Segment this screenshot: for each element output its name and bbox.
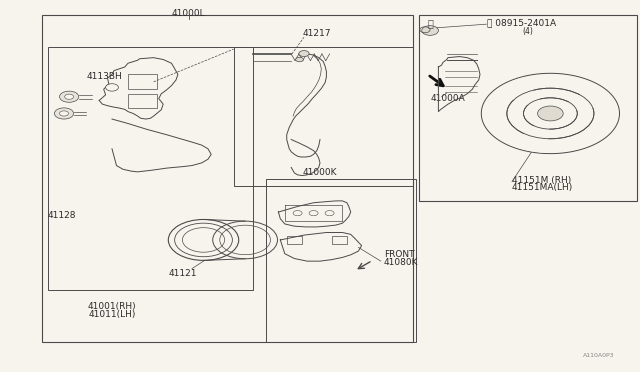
- Polygon shape: [509, 113, 550, 153]
- Circle shape: [538, 106, 563, 121]
- Text: 41151M (RH): 41151M (RH): [512, 176, 572, 185]
- Circle shape: [422, 26, 438, 35]
- Text: 41000K: 41000K: [303, 169, 337, 177]
- Text: 41080K: 41080K: [384, 258, 419, 267]
- Text: 41128: 41128: [48, 211, 77, 220]
- Circle shape: [293, 211, 302, 216]
- Text: A110A0P3: A110A0P3: [583, 353, 614, 358]
- Circle shape: [524, 98, 577, 129]
- Text: FRONT: FRONT: [384, 250, 415, 259]
- Circle shape: [54, 108, 74, 119]
- Text: 41001(RH): 41001(RH): [88, 302, 136, 311]
- Polygon shape: [128, 94, 157, 108]
- Polygon shape: [493, 77, 550, 113]
- Text: ⓦ 08915-2401A: ⓦ 08915-2401A: [487, 19, 556, 28]
- Text: 41217: 41217: [303, 29, 331, 38]
- Text: 41000A: 41000A: [430, 94, 465, 103]
- Circle shape: [60, 111, 68, 116]
- Text: 41000L: 41000L: [172, 9, 205, 17]
- Text: 4113BH: 4113BH: [86, 72, 122, 81]
- Text: 41121: 41121: [168, 269, 196, 278]
- Polygon shape: [128, 74, 157, 89]
- Circle shape: [296, 57, 303, 62]
- Circle shape: [106, 84, 118, 91]
- Circle shape: [507, 88, 594, 139]
- Text: (4): (4): [523, 27, 533, 36]
- Circle shape: [60, 91, 79, 102]
- Polygon shape: [550, 84, 616, 113]
- Circle shape: [299, 51, 309, 57]
- Text: ⓦ: ⓦ: [427, 18, 433, 28]
- Circle shape: [309, 211, 318, 216]
- Circle shape: [65, 94, 74, 99]
- Text: 41151MA(LH): 41151MA(LH): [512, 183, 573, 192]
- Text: 41011(LH): 41011(LH): [88, 310, 136, 319]
- Circle shape: [325, 211, 334, 216]
